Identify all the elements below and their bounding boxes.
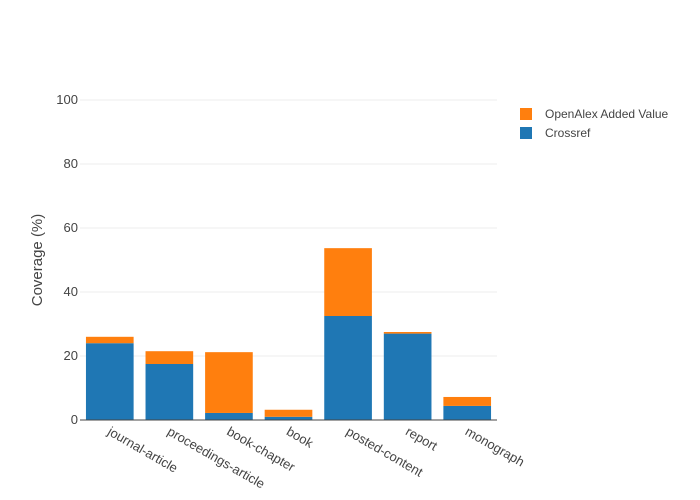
x-tick-label-book: book [284,424,316,451]
x-tick-label-proceedings-article: proceedings-article [165,424,268,492]
bar-openalex-added-value-journal-article[interactable] [85,336,134,344]
bar-crossref-monograph[interactable] [443,405,492,420]
x-axis-ticks: journal-articleproceedings-articlebook-c… [104,423,527,491]
bar-crossref-report[interactable] [383,333,432,420]
y-axis-title: Coverage (%) [29,214,46,307]
y-tick-label: 100 [56,92,78,107]
y-tick-label: 0 [71,412,78,427]
bar-openalex-added-value-posted-content[interactable] [324,248,372,316]
bar-openalex-added-value-book-chapter[interactable] [205,352,253,413]
legend[interactable]: OpenAlex Added Value Crossref [520,107,669,140]
bar-openalex-added-value-book[interactable] [264,409,313,417]
legend-item-crossref[interactable]: Crossref [520,126,591,140]
bar-crossref-book[interactable] [264,416,313,420]
y-tick-label: 20 [64,348,78,363]
y-tick-label: 40 [64,284,78,299]
legend-swatch [520,108,532,120]
bar-crossref-book-chapter[interactable] [205,412,253,420]
bar-openalex-added-value-proceedings-article[interactable] [145,351,194,364]
gridlines [80,99,497,357]
x-tick-label-report: report [403,424,440,454]
legend-label: Crossref [545,126,591,140]
bar-crossref-proceedings-article[interactable] [145,364,194,420]
bar-openalex-added-value-report[interactable] [383,332,432,334]
legend-item-openalex-added-value[interactable]: OpenAlex Added Value [520,107,669,121]
x-tick-label-monograph: monograph [463,424,527,470]
y-tick-label: 80 [64,156,78,171]
bar-crossref-journal-article[interactable] [85,343,134,420]
legend-swatch [520,127,532,139]
bars [85,248,492,420]
legend-label: OpenAlex Added Value [545,107,669,121]
bar-crossref-posted-content[interactable] [324,316,372,420]
y-tick-label: 60 [64,220,78,235]
bar-openalex-added-value-monograph[interactable] [443,396,492,406]
y-axis-ticks: 0 20 40 60 80 100 [56,92,78,427]
